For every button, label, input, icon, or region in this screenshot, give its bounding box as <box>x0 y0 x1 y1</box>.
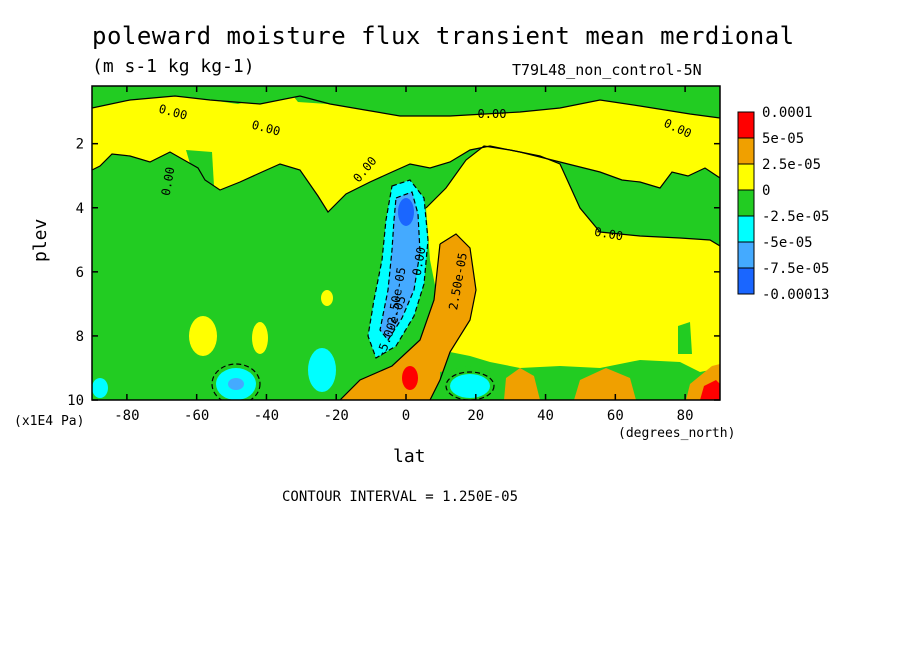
x-tick-label-5: 20 <box>467 408 484 424</box>
x-tick-label-3: -20 <box>324 408 349 424</box>
field-cyan-left2 <box>92 378 108 398</box>
x-tick-label-1: -60 <box>184 408 209 424</box>
legend-label-5: -5e-05 <box>762 235 813 251</box>
field-green-top <box>170 86 260 104</box>
legend-label-0: 0.0001 <box>762 105 813 121</box>
legend-label-6: -7.5e-05 <box>762 261 829 277</box>
contour-dashed-3 <box>211 363 261 400</box>
contour-line-1 <box>92 145 720 213</box>
field-yellow-patch2 <box>321 290 333 306</box>
x-tick-label-4: 0 <box>402 408 410 424</box>
contour-line-3 <box>425 145 720 247</box>
x-tick-label-2: -40 <box>254 408 279 424</box>
y-tick-label-0: 2 <box>76 137 84 153</box>
x-tick-label-8: 80 <box>677 408 694 424</box>
field-yellow-patch3 <box>252 322 268 354</box>
y-axis-units: (x1E4 Pa) <box>14 414 85 429</box>
legend-label-1: 5e-05 <box>762 131 804 147</box>
x-axis-units: (degrees_north) <box>618 426 736 441</box>
contour-line-2 <box>92 95 720 119</box>
contour-interval-label: CONTOUR INTERVAL = 1.250E-05 <box>282 489 519 505</box>
legend-label-7: -0.00013 <box>762 287 829 303</box>
y-tick-label-4: 10 <box>67 393 84 409</box>
field-cyan-left3 <box>308 348 336 392</box>
field-cyan-bottom <box>450 374 490 398</box>
contour-dashed-1 <box>367 179 429 359</box>
contour-lines-negative <box>211 179 495 400</box>
field-green-right <box>678 322 692 354</box>
field-blue-column <box>380 192 420 340</box>
contour-line-4 <box>429 233 477 400</box>
field-orange-bottom1 <box>504 368 540 400</box>
contour-label-2: 0.00 <box>159 166 178 197</box>
contour-dashed-4 <box>445 371 495 400</box>
contour-lines <box>92 95 720 400</box>
legend-label-4: -2.5e-05 <box>762 209 829 225</box>
field-green-tongue <box>186 150 214 186</box>
contour-field <box>92 86 720 400</box>
legend-swatch-0 <box>737 111 755 139</box>
y-tick-label-1: 4 <box>76 201 84 217</box>
contour-line-5 <box>339 243 441 400</box>
legend-label-2: 2.5e-05 <box>762 157 821 173</box>
y-tick-label-3: 8 <box>76 329 84 345</box>
legend-swatch-6 <box>737 267 755 295</box>
contour-label-4: 0.00 <box>478 107 507 121</box>
field-yellow-patch1 <box>189 316 217 356</box>
legend-swatch-4 <box>737 215 755 243</box>
field-red-spot2 <box>700 380 720 400</box>
field-orange-tongue <box>340 234 476 400</box>
field-blue-left <box>228 378 244 390</box>
field-orange-bottom2 <box>574 368 636 400</box>
field-red-spot1 <box>402 366 418 390</box>
legend-swatch-2 <box>737 163 755 191</box>
x-axis-label: lat <box>393 446 426 467</box>
legend-label-3: 0 <box>762 183 770 199</box>
x-tick-label-0: -80 <box>114 408 139 424</box>
field-darkblue-spot <box>398 198 414 226</box>
axes: -80 -60 -40 -20 0 20 40 60 80 2 4 6 8 10 <box>67 86 720 424</box>
contour-label-7: 0.00 <box>410 246 429 277</box>
chart-units: (m s-1 kg kg-1) <box>92 56 255 77</box>
chart-title: poleward moisture flux transient mean me… <box>92 22 795 50</box>
legend-swatch-3 <box>737 189 755 217</box>
x-tick-label-7: 60 <box>607 408 624 424</box>
contour-dashed-2 <box>379 191 421 342</box>
dataset-label: T79L48_non_control-5N <box>512 61 702 79</box>
legend-swatch-1 <box>737 137 755 165</box>
y-tick-label-2: 6 <box>76 265 84 281</box>
legend-swatch-5 <box>737 241 755 269</box>
legend: 0.0001 5e-05 2.5e-05 0 -2.5e-05 -5e-05 -7.5e-0… <box>737 105 829 303</box>
x-tick-label-6: 40 <box>537 408 554 424</box>
field-yellow-right <box>426 146 720 372</box>
field-yellow-upper <box>92 96 720 212</box>
contour-label-6: 0.00 <box>593 225 624 244</box>
